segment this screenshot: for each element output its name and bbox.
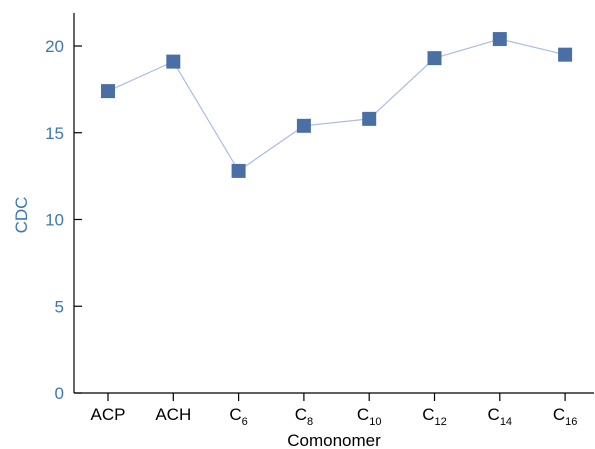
- x-ticks: ACP ACH C6 C8 C10 C12 C14 C16: [91, 393, 578, 428]
- x-tick-label-base: C: [295, 405, 307, 424]
- y-tick-label: 5: [55, 297, 64, 316]
- data-point: [231, 163, 246, 178]
- data-point: [362, 111, 377, 126]
- y-tick-label: 20: [45, 37, 64, 56]
- x-tick-label-base: C: [488, 405, 500, 424]
- x-tick-label-subscript: 14: [500, 416, 512, 428]
- x-tick-label-subscript: 10: [369, 416, 381, 428]
- x-tick-label: C12: [422, 405, 447, 428]
- y-axis-title: CDC: [12, 197, 31, 234]
- x-tick-label-base: ACH: [155, 405, 191, 424]
- x-tick-label-subscript: 12: [435, 416, 447, 428]
- x-tick-label-base: C: [229, 405, 241, 424]
- data-point: [427, 51, 442, 66]
- x-tick-label-base: C: [422, 405, 434, 424]
- data-point: [296, 118, 311, 133]
- y-ticks: 0 5 10 15 20: [45, 37, 82, 403]
- x-tick-label-base: C: [357, 405, 369, 424]
- x-tick-label: C14: [488, 405, 513, 428]
- x-tick-label: C16: [553, 405, 578, 428]
- data-point: [492, 32, 507, 47]
- data-point: [166, 54, 181, 69]
- axes: [73, 13, 594, 394]
- x-tick-label: ACH: [155, 405, 191, 424]
- data-point: [558, 47, 573, 62]
- x-tick-label-subscript: 6: [242, 416, 248, 428]
- x-tick-label-base: C: [553, 405, 565, 424]
- x-tick-label-base: ACP: [91, 405, 126, 424]
- y-tick-label: 0: [55, 384, 64, 403]
- x-tick-label-subscript: 8: [307, 416, 313, 428]
- x-axis-title: Comonomer: [287, 431, 381, 449]
- y-tick-label: 15: [45, 124, 64, 143]
- data-markers: [101, 32, 573, 178]
- x-tick-label-subscript: 16: [565, 416, 577, 428]
- y-tick-label: 10: [45, 211, 64, 230]
- x-tick-label: C10: [357, 405, 382, 428]
- x-tick-label: ACP: [91, 405, 126, 424]
- data-point: [101, 84, 115, 99]
- series-line: [107, 38, 566, 172]
- x-tick-label: C8: [295, 405, 313, 428]
- x-tick-label: C6: [229, 405, 247, 428]
